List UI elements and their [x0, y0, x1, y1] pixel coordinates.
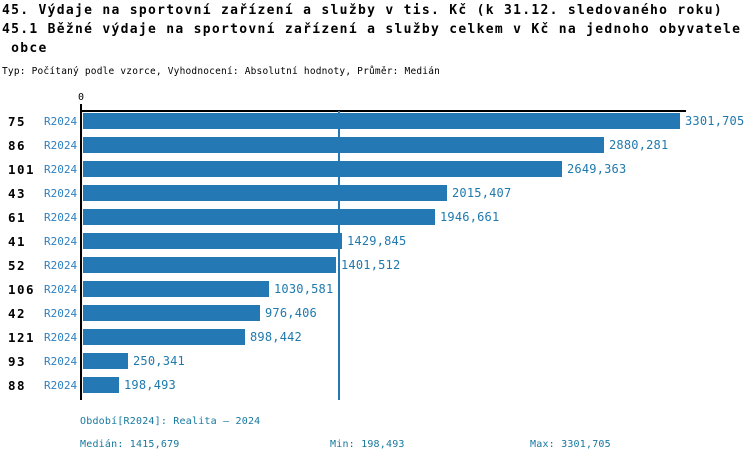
row-series-label: R2024 [44, 211, 78, 224]
row-series-label: R2024 [44, 307, 78, 320]
bar [83, 233, 342, 249]
row-series-label: R2024 [44, 355, 78, 368]
x-axis-zero-label: 0 [77, 92, 85, 103]
footer-period: Období[R2024]: Realita – 2024 [80, 416, 261, 427]
bar [83, 137, 604, 153]
bar [83, 305, 260, 321]
row-series-label: R2024 [44, 115, 78, 128]
row-series-label: R2024 [44, 379, 78, 392]
row-category-label: 75 [8, 114, 27, 129]
bar [83, 185, 447, 201]
bar-value-label: 2880,281 [609, 138, 669, 152]
footer-min: Min: 198,493 [330, 439, 405, 450]
row-series-label: R2024 [44, 187, 78, 200]
bar-value-label: 3301,705 [685, 114, 745, 128]
row-category-label: 93 [8, 354, 27, 369]
bar [83, 257, 336, 273]
footer-max: Max: 3301,705 [530, 439, 611, 450]
row-category-label: 101 [8, 162, 36, 177]
row-category-label: 106 [8, 282, 36, 297]
row-category-label: 43 [8, 186, 27, 201]
row-series-label: R2024 [44, 235, 78, 248]
report-meta: Typ: Počítaný podle vzorce, Vyhodnocení:… [2, 66, 441, 77]
bar-value-label: 2015,407 [452, 186, 512, 200]
row-category-label: 121 [8, 330, 36, 345]
row-category-label: 42 [8, 306, 27, 321]
row-category-label: 86 [8, 138, 27, 153]
row-series-label: R2024 [44, 331, 78, 344]
x-axis-line [80, 110, 686, 112]
bar-value-label: 198,493 [124, 378, 176, 392]
row-series-label: R2024 [44, 283, 78, 296]
bar-value-label: 1030,581 [274, 282, 334, 296]
bar [83, 329, 245, 345]
report-title-line3: obce [2, 41, 48, 56]
row-category-label: 88 [8, 378, 27, 393]
report-title-line1: 45. Výdaje na sportovní zařízení a služb… [2, 3, 724, 18]
bar [83, 113, 680, 129]
median-line [338, 111, 340, 400]
bar [83, 281, 269, 297]
bar-value-label: 1946,661 [440, 210, 500, 224]
row-category-label: 61 [8, 210, 27, 225]
row-category-label: 41 [8, 234, 27, 249]
bar-value-label: 250,341 [133, 354, 185, 368]
y-axis-line [80, 104, 82, 400]
bar [83, 353, 128, 369]
bar-value-label: 1401,512 [341, 258, 401, 272]
row-category-label: 52 [8, 258, 27, 273]
row-series-label: R2024 [44, 163, 78, 176]
bar-value-label: 2649,363 [567, 162, 627, 176]
row-series-label: R2024 [44, 139, 78, 152]
bar [83, 161, 562, 177]
report-title-line2: 45.1 Běžné výdaje na sportovní zařízení … [2, 22, 742, 37]
footer-median: Medián: 1415,679 [80, 439, 180, 450]
bar [83, 377, 119, 393]
bar-value-label: 976,406 [265, 306, 317, 320]
row-series-label: R2024 [44, 259, 78, 272]
bar-value-label: 1429,845 [347, 234, 407, 248]
bar-value-label: 898,442 [250, 330, 302, 344]
bar [83, 209, 435, 225]
